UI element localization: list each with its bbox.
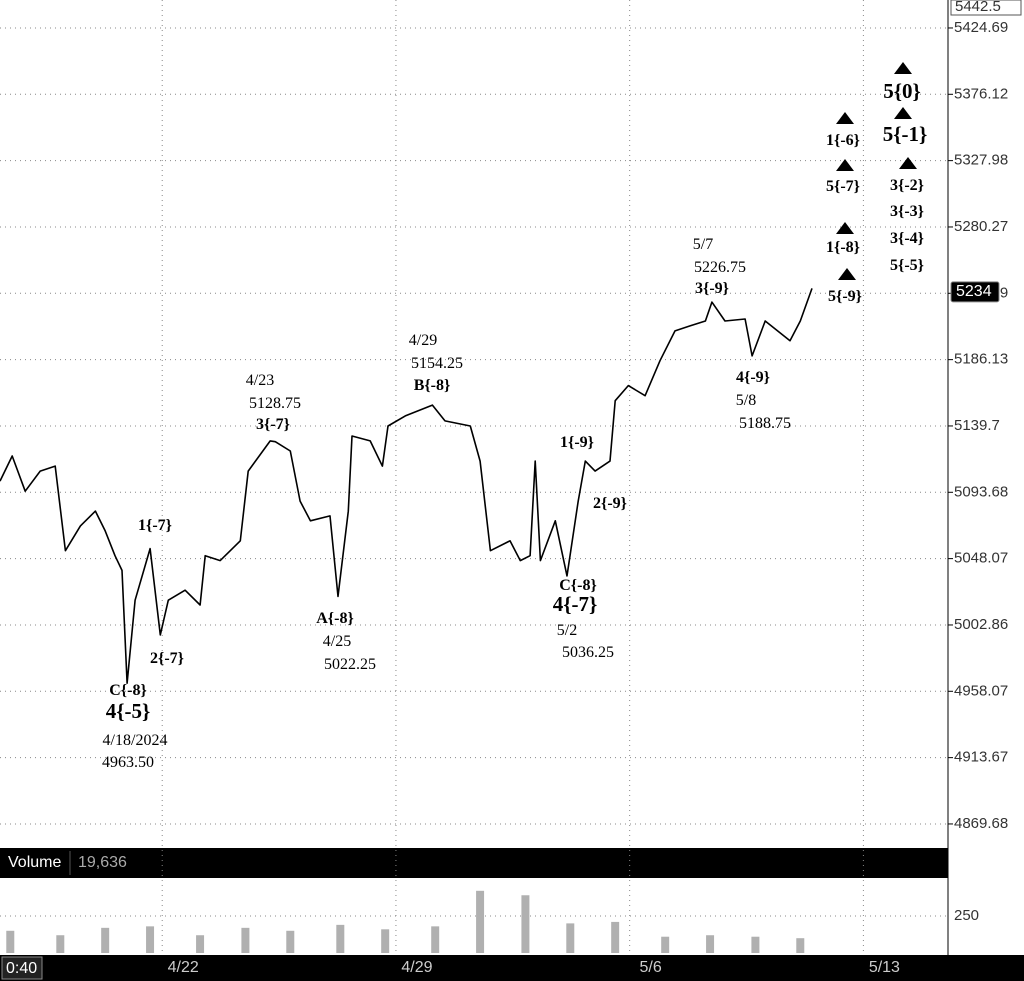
projection-triangle (836, 112, 854, 124)
volume-bar (146, 926, 155, 953)
y-tick-label: 4913.67 (954, 749, 1008, 766)
annotation: C{-8} (109, 682, 147, 699)
annotation: 5154.25 (411, 355, 463, 372)
annotation: 5{0} (883, 79, 921, 103)
volume-bar (611, 921, 620, 953)
volume-bar (521, 895, 530, 953)
annotation: 5{-9} (828, 288, 862, 305)
time-box (1, 956, 43, 980)
annotation: 4/29 (409, 332, 437, 349)
high-label: 5442.5 (955, 0, 1001, 15)
x-tick-label: 4/22 (168, 959, 199, 976)
annotation: A{-8} (316, 610, 354, 627)
last-price-box (950, 281, 1000, 303)
x-tick-label: 5/13 (869, 959, 900, 976)
annotation: 4{-7} (553, 592, 598, 616)
annotation: 4963.50 (102, 754, 154, 771)
last-price-label: 5234 (956, 283, 992, 300)
projection-triangle (836, 159, 854, 171)
projection-triangle (838, 268, 856, 280)
annotation: 5036.25 (562, 644, 614, 661)
y-tick-label: 5048.07 (954, 550, 1008, 567)
volume-bar (431, 926, 440, 953)
y-tick-label: 5186.13 (954, 351, 1008, 368)
y-tick-label: 4958.07 (954, 682, 1008, 699)
annotation: 4{-9} (736, 369, 770, 386)
annotation: 4{-5} (106, 699, 151, 723)
volume-bar (196, 935, 205, 953)
annotation: 2{-9} (593, 495, 627, 512)
annotation: 3{-4} (890, 230, 924, 247)
volume-bar (56, 935, 65, 953)
y-tick-label: 5280.27 (954, 218, 1008, 235)
annotation: B{-8} (414, 377, 451, 394)
y-tick-label: 5093.68 (954, 483, 1008, 500)
annotation: 4/23 (246, 372, 274, 389)
projection-triangle (894, 107, 912, 119)
volume-bar (6, 930, 15, 953)
volume-bar (241, 927, 250, 953)
volume-bar (336, 924, 345, 953)
annotation: 5/2 (557, 622, 577, 639)
projection-triangle (836, 222, 854, 234)
y-tick-label: 5139.7 (954, 417, 1000, 434)
volume-bar (286, 930, 295, 953)
annotation: 5188.75 (739, 415, 791, 432)
time-label: 0:40 (6, 960, 37, 977)
volume-bar (796, 938, 805, 953)
annotation: 5/8 (736, 392, 756, 409)
annotation: 1{-8} (826, 239, 860, 256)
high-box (950, 0, 1022, 16)
price-line (0, 288, 813, 684)
annotation: 5/7 (693, 236, 713, 253)
annotation: 5226.75 (694, 259, 746, 276)
volume-bar (381, 929, 390, 953)
volume-bar (566, 923, 575, 953)
y-tick-label: 4869.68 (954, 815, 1008, 832)
volume-bar (706, 935, 715, 953)
annotation: C{-8} (559, 577, 597, 594)
annotation: 4/18/2024 (103, 732, 168, 749)
x-tick-label: 4/29 (401, 959, 432, 976)
volume-title: Volume (8, 854, 61, 871)
annotation: 1{-7} (138, 517, 172, 534)
x-axis-bar (0, 955, 1024, 981)
annotation: 1{-6} (826, 132, 860, 149)
annotation: 3{-9} (695, 280, 729, 297)
volume-tick-label: 250 (954, 907, 979, 924)
annotation: 3{-3} (890, 203, 924, 220)
annotation: 4/25 (323, 633, 351, 650)
volume-bar (661, 936, 670, 953)
projection-triangle (899, 157, 917, 169)
annotation: 5{-1} (883, 122, 928, 146)
y-tick-label: 5424.69 (954, 19, 1008, 36)
annotation: 3{-7} (256, 416, 290, 433)
y-tick-label: 5376.12 (954, 85, 1008, 102)
volume-last: 19,636 (78, 854, 127, 871)
volume-header (0, 848, 948, 878)
annotation: 5022.25 (324, 656, 376, 673)
annotation: 5128.75 (249, 395, 301, 412)
annotation: 5{-5} (890, 257, 924, 274)
volume-bar (751, 936, 760, 953)
annotation: 2{-7} (150, 650, 184, 667)
volume-bar (476, 890, 485, 953)
annotation: 1{-9} (560, 434, 594, 451)
volume-bar (101, 927, 110, 953)
y-tick-label: 5002.86 (954, 616, 1008, 633)
x-tick-label: 5/6 (640, 959, 662, 976)
projection-triangle (894, 62, 912, 74)
annotation: 5{-7} (826, 178, 860, 195)
y-tick-label: 5327.98 (954, 152, 1008, 169)
annotation: 3{-2} (890, 177, 924, 194)
